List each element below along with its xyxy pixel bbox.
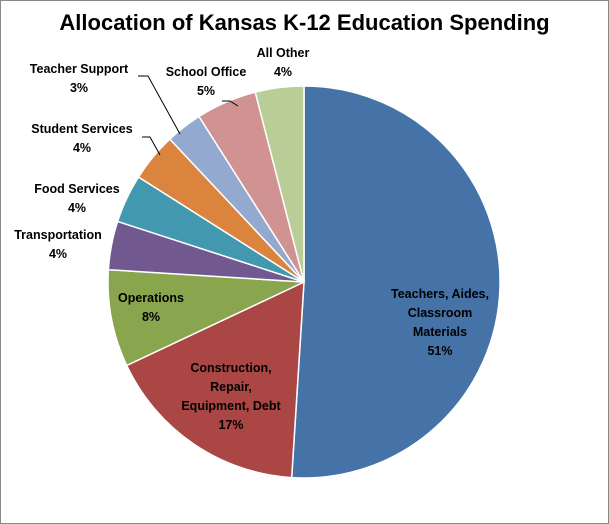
slice-value-label: 17% [218,418,243,432]
slice-label: All Other 4% [257,46,310,79]
slice-value-label: 4% [68,201,86,215]
leader-lines [138,75,239,156]
slice-label: Teacher Support 3% [30,62,129,95]
slice-label: Construction, Repair, Equipment, Debt 17% [181,361,281,432]
pie-slice-construction-repair-equipment-debt [125,280,305,479]
leader-line [142,136,161,156]
slice-value-label: 51% [427,344,452,358]
slice-value-label: 5% [197,84,215,98]
pie-slices [107,85,501,479]
slice-label: School Office 5% [166,65,247,98]
slice-name-label: Construction, [190,361,271,375]
slice-name-label: Transportation [14,228,102,242]
slice-name-label: Food Services [34,182,119,196]
pie-slice-teachers-aides-classroom-materials [290,85,501,479]
slice-value-label: 4% [49,247,67,261]
slice-name-label: Materials [413,325,467,339]
slice-value-label: 3% [70,81,88,95]
slice-label: Student Services 4% [31,122,132,155]
slice-label: Transportation 4% [14,228,102,261]
slice-name-label: Equipment, Debt [181,399,281,413]
slice-name-label: Repair, [210,380,252,394]
slice-name-label: Teacher Support [30,62,129,76]
slice-value-label: 4% [274,65,292,79]
slice-value-label: 4% [73,141,91,155]
slice-name-label: All Other [257,46,310,60]
chart-title: Allocation of Kansas K-12 Education Spen… [59,10,550,35]
pie-labels: Teachers, Aides, Classroom Materials 51% Con… [14,46,489,432]
slice-label: Food Services 4% [34,182,119,215]
slice-name-label: Teachers, Aides, [391,287,489,301]
slice-name-label: Operations [118,291,184,305]
leader-line [222,100,239,107]
slice-label: Operations 8% [118,291,184,324]
pie-slice-operations [107,268,305,367]
slice-value-label: 8% [142,310,160,324]
slice-name-label: Student Services [31,122,132,136]
slice-name-label: School Office [166,65,247,79]
slice-name-label: Classroom [408,306,473,320]
slice-label: Teachers, Aides, Classroom Materials 51% [391,287,489,358]
pie-slice-all-other [254,85,305,283]
leader-line [138,75,181,135]
